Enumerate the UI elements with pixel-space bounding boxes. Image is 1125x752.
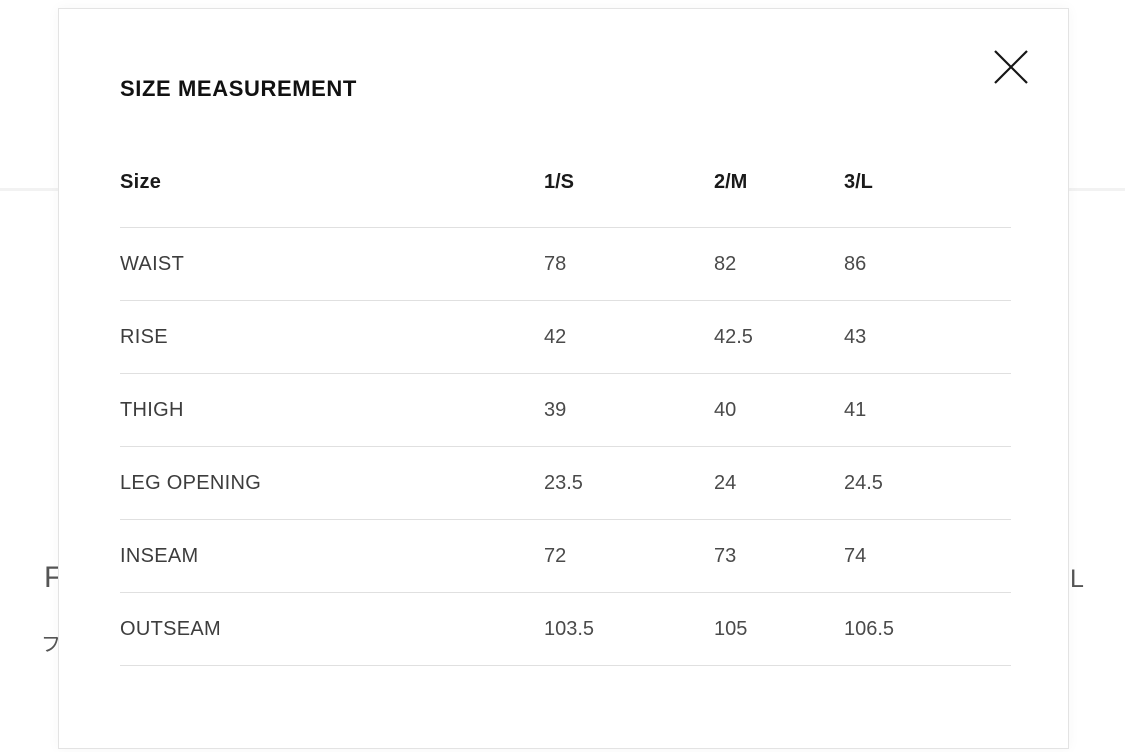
- row-value: 74: [844, 544, 867, 567]
- row-value: 24.5: [844, 471, 883, 494]
- background-heading-fragment-right: L: [1070, 565, 1084, 593]
- row-value: 103.5: [544, 617, 595, 640]
- row-value: 24: [714, 471, 737, 494]
- row-label: LEG OPENING: [120, 471, 262, 494]
- row-value: 40: [714, 398, 737, 421]
- row-value: 41: [844, 398, 867, 421]
- row-value: 106.5: [844, 617, 895, 640]
- size-measurement-modal: SIZE MEASUREMENT Size 1/S 2/M 3/L WAIST …: [58, 8, 1069, 749]
- column-header-2m: 2/M: [714, 170, 748, 193]
- close-icon: [992, 48, 1030, 86]
- row-value: 82: [714, 252, 737, 275]
- table-row-inseam: INSEAM 72 73 74: [120, 520, 1011, 593]
- row-value: 39: [544, 398, 567, 421]
- row-value: 43: [844, 325, 867, 348]
- size-table: Size 1/S 2/M 3/L WAIST 78 82 86 RISE 42 …: [120, 137, 1011, 666]
- close-button[interactable]: [990, 46, 1032, 88]
- table-row-thigh: THIGH 39 40 41: [120, 374, 1011, 447]
- row-label: RISE: [120, 325, 168, 348]
- table-row-outseam: OUTSEAM 103.5 105 106.5: [120, 593, 1011, 666]
- row-value: 42.5: [714, 325, 753, 348]
- table-row-rise: RISE 42 42.5 43: [120, 301, 1011, 374]
- row-label: WAIST: [120, 252, 185, 275]
- row-value: 73: [714, 544, 737, 567]
- row-value: 105: [714, 617, 748, 640]
- table-row-waist: WAIST 78 82 86: [120, 228, 1011, 301]
- background-subtext-fragment-left: フ: [41, 634, 61, 656]
- column-header-1s: 1/S: [544, 170, 575, 193]
- row-label: OUTSEAM: [120, 617, 221, 640]
- row-label: INSEAM: [120, 544, 199, 567]
- row-value: 78: [544, 252, 567, 275]
- table-row-leg-opening: LEG OPENING 23.5 24 24.5: [120, 447, 1011, 520]
- row-value: 23.5: [544, 471, 583, 494]
- size-table-header-row: Size 1/S 2/M 3/L: [120, 137, 1011, 228]
- column-header-3l: 3/L: [844, 170, 873, 193]
- background-heading-fragment-left: F: [44, 561, 63, 594]
- row-label: THIGH: [120, 398, 184, 421]
- column-header-size: Size: [120, 170, 162, 193]
- modal-title: SIZE MEASUREMENT: [120, 76, 357, 101]
- row-value: 86: [844, 252, 867, 275]
- row-value: 72: [544, 544, 567, 567]
- row-value: 42: [544, 325, 567, 348]
